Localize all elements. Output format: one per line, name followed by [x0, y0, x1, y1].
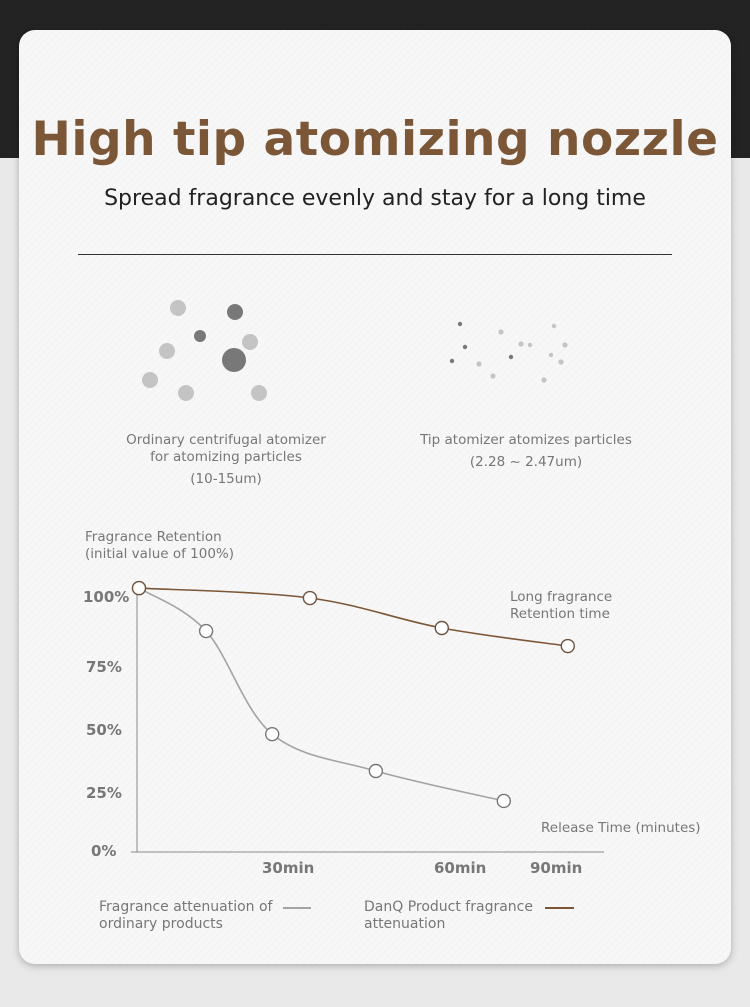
annotation-line: Retention time [510, 606, 610, 622]
y-axis-label-line: (initial value of 100%) [85, 546, 235, 562]
data-point [496, 793, 511, 809]
data-point [198, 623, 214, 639]
legend-label: DanQ Product fragrance [364, 899, 533, 915]
page-title: High tip atomizing nozzle [31, 112, 719, 167]
data-point [434, 620, 449, 636]
data-point [560, 638, 575, 654]
x-tick-label: 90min [530, 859, 583, 877]
large-particles-icon [142, 300, 267, 401]
ordinary-atomizer-caption: Ordinary centrifugal atomizer for atomiz… [96, 432, 356, 488]
y-axis-label: Fragrance Retention (initial value of 10… [85, 529, 234, 563]
y-tick-label: 25% [86, 784, 122, 802]
legend-label: ordinary products [99, 916, 223, 932]
tip-atomizer-caption: Tip atomizer atomizes particles (2.28 ~ … [396, 432, 656, 471]
legend-label: Fragrance attenuation of [99, 899, 273, 915]
data-point [368, 763, 384, 779]
data-point [302, 590, 318, 606]
caption-line: Tip atomizer atomizes particles [420, 432, 632, 448]
caption-line: (2.28 ~ 2.47um) [469, 454, 583, 470]
divider [78, 254, 672, 255]
page-subtitle: Spread fragrance evenly and stay for a l… [104, 186, 646, 211]
fine-particles-icon [449, 321, 568, 383]
y-tick-label: 0% [91, 842, 117, 860]
y-tick-label: 75% [86, 658, 122, 676]
x-tick-label: 30min [262, 859, 315, 877]
y-tick-label: 100% [83, 588, 130, 606]
x-axis-label: Release Time (minutes) [541, 820, 701, 836]
series-line-1 [138, 587, 568, 647]
caption-line: (10-15um) [190, 471, 262, 487]
x-tick-label: 60min [434, 859, 487, 877]
y-axis-label-line: Fragrance Retention [85, 529, 222, 545]
annotation-line: Long fragrance [510, 589, 613, 605]
legend-label: attenuation [364, 916, 446, 932]
data-point [131, 580, 147, 596]
y-tick-label: 50% [86, 721, 122, 739]
chart-annotation: Long fragrance Retention time [510, 589, 612, 623]
series-line-0 [138, 587, 504, 802]
legend-item-ordinary: Fragrance attenuation of ordinary produc… [99, 899, 272, 933]
caption-line: for atomizing particles [150, 449, 302, 465]
legend-item-danq: DanQ Product fragrance attenuation [364, 899, 533, 933]
caption-line: Ordinary centrifugal atomizer [126, 432, 326, 448]
content-card [19, 30, 731, 964]
data-point [265, 726, 280, 742]
